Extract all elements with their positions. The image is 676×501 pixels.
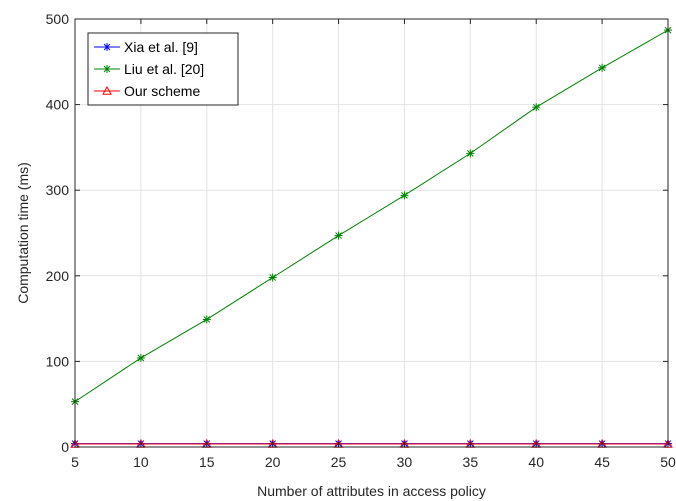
legend: Xia et al. [9] Liu et al. [20] Our scheme [87,32,239,106]
asterisk-stroke [269,274,277,281]
data-point [268,273,277,282]
asterisk-stroke [335,232,342,239]
data-point [202,315,211,324]
x-tick-label: 10 [133,454,149,470]
x-tick-label: 35 [463,454,479,470]
y-tick-label: 0 [61,439,69,455]
asterisk-stroke [137,354,145,362]
x-tick-label: 25 [331,454,347,470]
asterisk-stroke [103,65,111,73]
data-point [532,103,541,112]
y-tick-label: 300 [46,182,70,198]
x-tick-label: 20 [265,454,281,470]
data-point [334,231,343,240]
asterisk-stroke [466,150,474,157]
asterisk-stroke [598,64,606,72]
asterisk-stroke [103,43,111,51]
x-tick-label: 5 [71,454,79,470]
data-point [598,63,607,72]
asterisk-stroke [401,191,408,199]
x-axis-label: Number of attributes in access policy [257,483,486,499]
legend-label: Xia et al. [9] [124,39,198,55]
data-point [466,149,475,158]
y-tick-label: 100 [46,353,70,369]
legend-marker [102,85,112,95]
y-tick-label: 200 [46,268,70,284]
asterisk-stroke [532,103,540,111]
triangle-marker-shape [102,85,112,95]
legend-label: Liu et al. [20] [124,61,204,77]
y-tick-label: 500 [46,11,70,27]
legend-marker [103,65,111,73]
data-point [400,191,409,200]
legend-label: Our scheme [124,83,200,99]
x-tick-label: 15 [199,454,215,470]
y-axis-label: Computation time (ms) [15,162,31,304]
legend-marker [103,43,111,51]
series-layer [70,26,673,448]
plot-frame [74,18,669,448]
x-tick-label: 50 [660,454,676,470]
asterisk-stroke [203,316,211,323]
series-line-1 [74,29,669,403]
x-tick-label: 45 [594,454,610,470]
data-point [136,353,145,362]
y-tick-label: 400 [46,97,70,113]
x-tick-label: 30 [397,454,413,470]
x-tick-label: 40 [528,454,544,470]
